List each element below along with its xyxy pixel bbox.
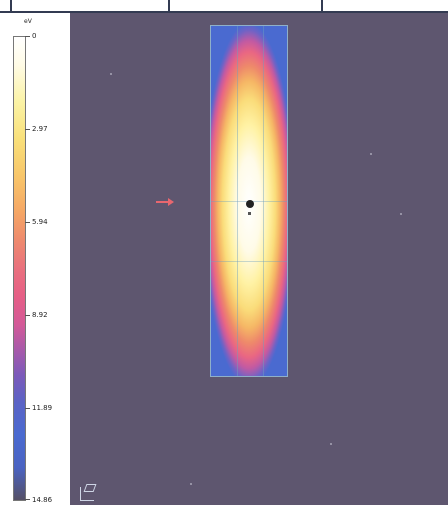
tick-mark	[25, 36, 30, 37]
toolbar-panel-3[interactable]	[321, 0, 448, 11]
axis-triad-icon	[80, 484, 97, 501]
probe-point[interactable]	[246, 200, 254, 208]
noise-speck	[110, 73, 112, 75]
tick-label-0: 0	[32, 32, 37, 40]
tick-label-3: 8.92	[32, 311, 48, 319]
heat-map-column[interactable]	[210, 25, 288, 377]
grid-line-vertical	[237, 26, 238, 376]
noise-speck	[400, 213, 402, 215]
tick-mark	[25, 499, 30, 500]
noise-speck	[330, 443, 332, 445]
tick-mark	[25, 129, 30, 130]
grid-line-vertical	[263, 26, 264, 376]
tick-mark	[25, 408, 30, 409]
tick-label-2: 5.94	[32, 218, 48, 226]
toolbar-panel-2[interactable]	[168, 0, 323, 11]
legend-unit-label: eV	[24, 18, 32, 25]
probe-point-label	[248, 212, 251, 215]
grid-line-horizontal	[211, 261, 287, 262]
load-arrow-icon	[156, 201, 170, 203]
colorbar-gradient	[13, 36, 26, 501]
3d-viewport[interactable]	[70, 13, 448, 505]
tick-label-5: 14.86	[32, 496, 53, 504]
tick-label-1: 2.97	[32, 125, 48, 133]
load-arrow-tip-icon	[168, 198, 174, 206]
noise-speck	[370, 153, 372, 155]
noise-speck	[190, 483, 192, 485]
color-legend: eV 0 2.97 5.94 8.92 11.89 14.86	[0, 13, 70, 505]
top-toolbar	[0, 0, 448, 13]
tick-mark	[25, 315, 30, 316]
tick-mark	[25, 222, 30, 223]
toolbar-panel-1[interactable]	[10, 0, 170, 11]
tick-label-4: 11.89	[32, 404, 53, 412]
